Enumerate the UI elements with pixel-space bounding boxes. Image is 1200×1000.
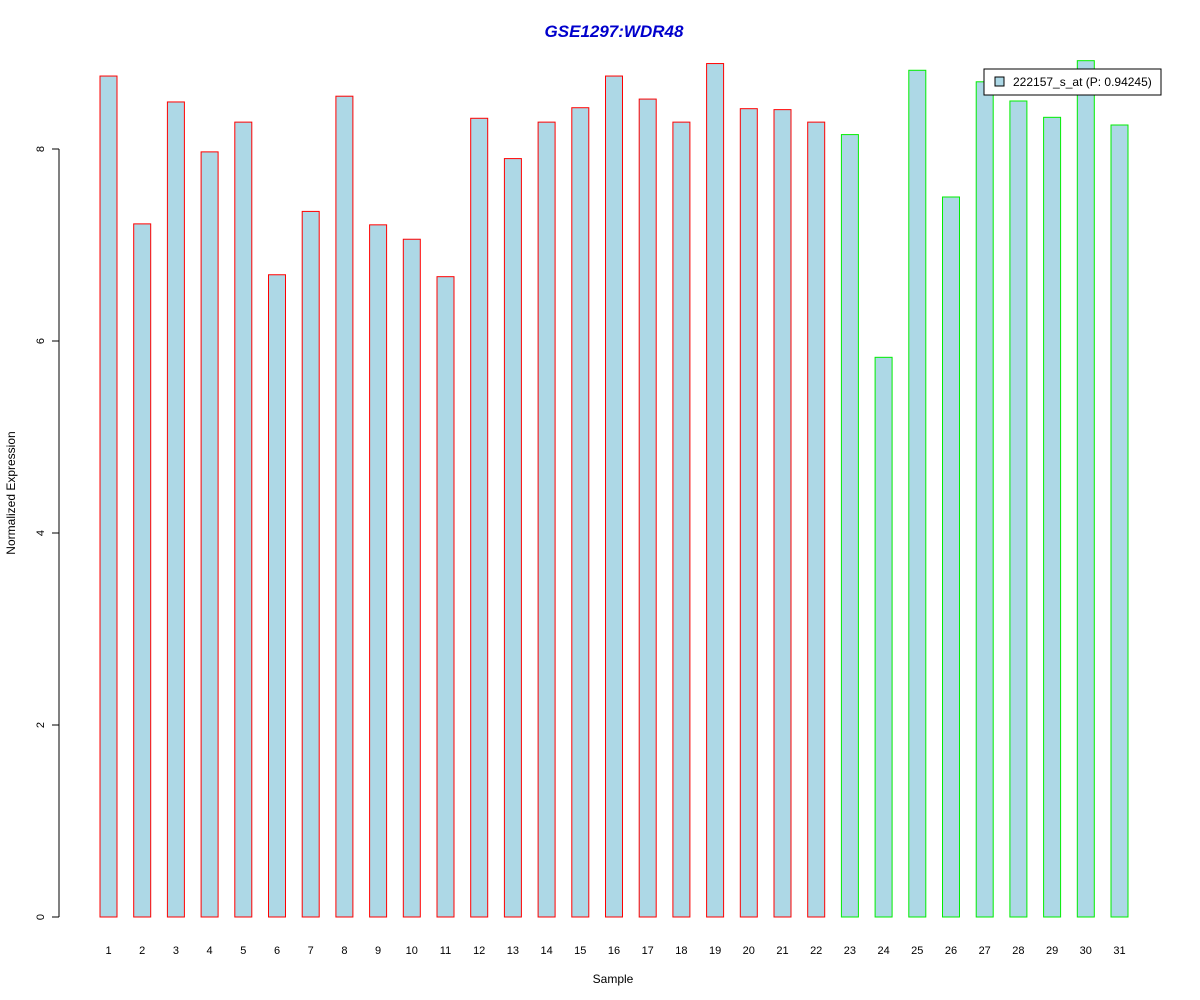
legend-swatch	[994, 76, 1005, 87]
bar-sample-22	[807, 121, 826, 918]
chart-title: GSE1297:WDR48	[545, 22, 684, 41]
bar-sample-14	[537, 121, 556, 918]
x-tick-label: 15	[574, 945, 586, 957]
x-tick-label: 18	[675, 945, 687, 957]
x-tick-label: 28	[1012, 945, 1024, 957]
bar-sample-4	[200, 151, 219, 918]
y-tick-label: 6	[35, 338, 47, 344]
x-tick-label: 1	[105, 945, 111, 957]
x-tick-label: 19	[709, 945, 721, 957]
bar-sample-9	[369, 224, 388, 918]
legend-label: 222157_s_at (P: 0.94245)	[1013, 75, 1152, 89]
bar-sample-29	[1043, 116, 1062, 918]
bar-sample-5	[234, 121, 253, 918]
bar-sample-30	[1076, 60, 1095, 918]
x-tick-label: 23	[844, 945, 856, 957]
bar-sample-25	[908, 69, 927, 918]
bar-sample-8	[335, 95, 354, 918]
x-tick-label: 10	[406, 945, 418, 957]
x-tick-label: 21	[776, 945, 788, 957]
bar-sample-23	[840, 134, 859, 918]
bar-sample-3	[166, 101, 185, 918]
x-tick-label: 29	[1046, 945, 1058, 957]
bar-sample-1	[99, 75, 118, 918]
bar-sample-28	[1009, 100, 1028, 918]
bar-sample-17	[638, 98, 657, 918]
x-tick-label: 7	[308, 945, 314, 957]
bar-sample-10	[402, 238, 421, 918]
bar-sample-13	[503, 158, 522, 918]
x-tick-label: 9	[375, 945, 381, 957]
x-tick-label: 16	[608, 945, 620, 957]
y-axis-title: Normalized Expression	[4, 431, 18, 554]
y-tick-label: 4	[35, 530, 47, 536]
y-axis: 0 2 4 6 8	[35, 146, 60, 920]
x-tick-label: 5	[240, 945, 246, 957]
x-tick-label: 30	[1080, 945, 1092, 957]
bars	[99, 60, 1129, 918]
x-tick-label: 17	[642, 945, 654, 957]
bar-sample-12	[470, 117, 489, 918]
bar-sample-7	[301, 210, 320, 918]
legend-box	[983, 68, 1162, 96]
x-tick-label: 24	[877, 945, 889, 957]
bar-sample-15	[571, 107, 590, 918]
bar-sample-27	[975, 81, 994, 918]
bar-sample-19	[706, 63, 725, 918]
x-tick-label: 27	[979, 945, 991, 957]
x-tick-label: 6	[274, 945, 280, 957]
bar-sample-31	[1110, 124, 1129, 918]
bar-sample-26	[942, 196, 960, 918]
x-tick-label: 31	[1113, 945, 1125, 957]
y-tick-label: 2	[35, 722, 47, 728]
legend: 222157_s_at (P: 0.94245)	[983, 68, 1162, 96]
x-tick-label: 12	[473, 945, 485, 957]
bar-sample-16	[605, 75, 623, 918]
x-tick-label: 3	[173, 945, 179, 957]
x-tick-label: 8	[341, 945, 347, 957]
x-tick-label: 20	[743, 945, 755, 957]
x-tick-label: 2	[139, 945, 145, 957]
y-tick-label: 8	[35, 146, 47, 152]
y-tick-label: 0	[35, 914, 47, 920]
x-tick-label: 14	[540, 945, 552, 957]
x-axis-labels: 1 2 3 4 5 6 7 8 9 10 11 12 13 14 15 16 17 18 19 20 21 22 23 24 2…	[105, 945, 1125, 957]
bar-sample-21	[773, 109, 792, 918]
x-tick-label: 25	[911, 945, 923, 957]
bar-sample-2	[133, 223, 152, 918]
bar-sample-18	[672, 121, 691, 918]
x-tick-label: 22	[810, 945, 822, 957]
x-tick-label: 13	[507, 945, 519, 957]
bar-sample-24	[874, 356, 893, 918]
x-tick-label: 4	[207, 945, 213, 957]
bar-sample-11	[436, 276, 455, 918]
x-tick-label: 11	[440, 945, 451, 957]
x-axis-title: Sample	[593, 972, 634, 986]
bar-sample-20	[739, 108, 758, 918]
x-tick-label: 26	[945, 945, 957, 957]
bar-sample-6	[268, 274, 286, 918]
